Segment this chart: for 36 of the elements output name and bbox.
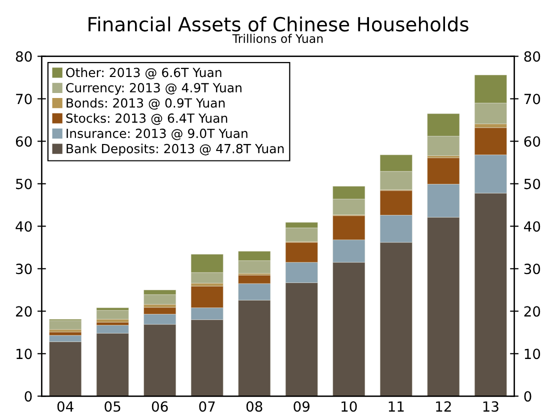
x-tick-label: 08: [246, 401, 262, 412]
x-tick-label: 10: [342, 401, 357, 412]
x-tick-label: 06: [152, 401, 168, 412]
x-tick-label: 11: [388, 401, 404, 412]
chart-subtitle: Trillions of Yuan: [232, 34, 323, 44]
y2-tick-label: 40: [524, 221, 540, 232]
x-tick-label: 12: [436, 401, 451, 412]
y2-tick-label: 20: [524, 306, 540, 317]
y2-tick-label: 0: [524, 391, 532, 402]
y-tick-label: 0: [24, 391, 32, 402]
y-tick-label: 60: [16, 136, 32, 147]
y2-tick-label: 10: [524, 348, 540, 360]
chart-title: Financial Assets of Chinese Households: [88, 16, 468, 32]
x-tick-label: 04: [57, 401, 74, 412]
y-tick-label: 50: [16, 178, 32, 190]
y2-tick-label: 50: [524, 178, 540, 190]
x-tick-label: 13: [483, 401, 498, 412]
legend-label: Bank Deposits: 2013 @ 47.8T Yuan: [66, 144, 284, 156]
y2-tick-label: 70: [524, 94, 540, 104]
x-tick-label: 05: [104, 401, 120, 412]
y-tick-label: 10: [16, 348, 32, 360]
legend-label: Insurance: 2013 @ 9.0T Yuan: [66, 128, 248, 140]
y-tick-label: 20: [16, 306, 32, 317]
y-tick-label: 70: [16, 94, 32, 104]
y-tick-label: 80: [16, 51, 32, 62]
y-tick-label: 30: [16, 264, 32, 274]
y2-tick-label: 80: [524, 51, 540, 62]
legend-label: Other: 2013 @ 6.6T Yuan: [66, 68, 222, 80]
legend-label: Currency: 2013 @ 4.9T Yuan: [66, 82, 242, 95]
legend-label: Stocks: 2013 @ 6.4T Yuan: [66, 113, 228, 125]
y2-tick-label: 60: [524, 136, 540, 147]
x-tick-label: 09: [294, 401, 310, 412]
legend-label: Bonds: 2013 @ 0.9T Yuan: [66, 98, 225, 110]
y-tick-label: 40: [16, 221, 32, 232]
y2-tick-label: 30: [524, 264, 540, 274]
x-tick-label: 07: [199, 401, 215, 412]
